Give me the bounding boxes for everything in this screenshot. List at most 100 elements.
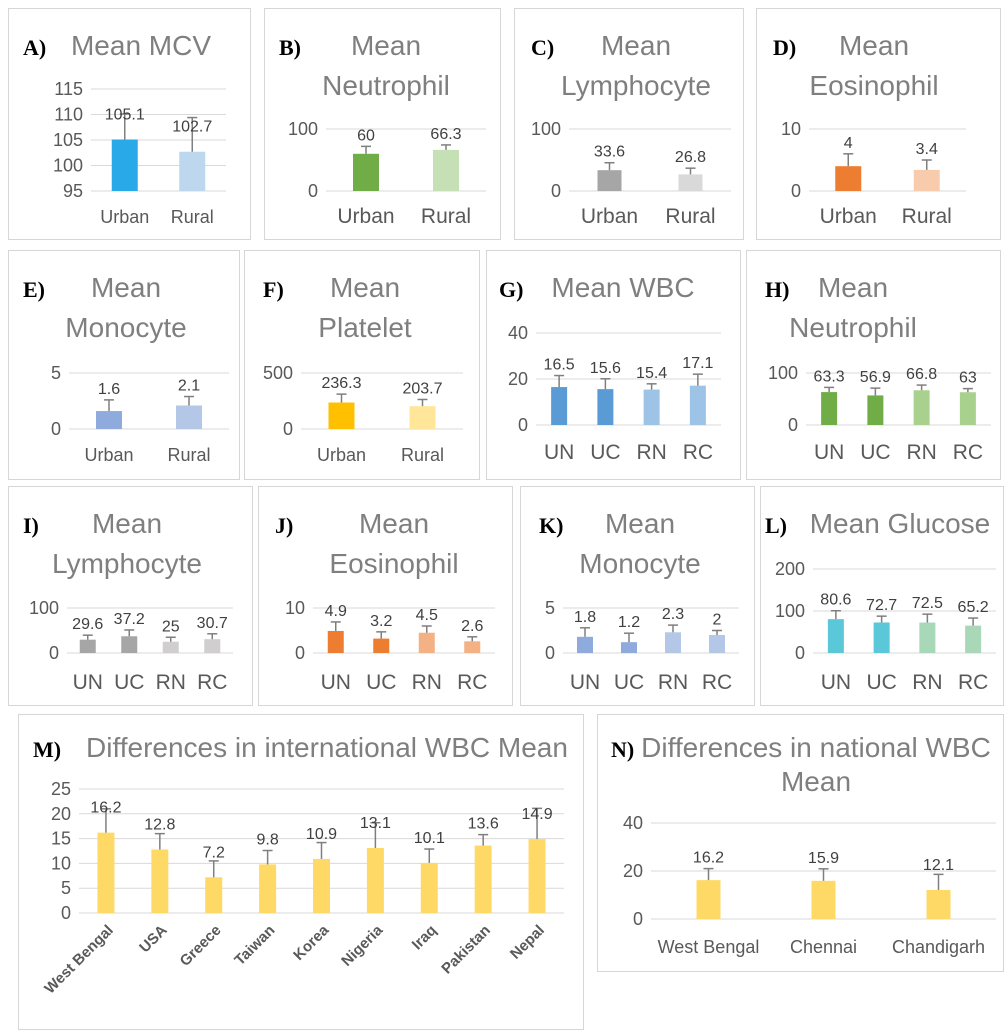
- y-tick-label: 25: [51, 779, 71, 799]
- panel-letter: F): [263, 277, 284, 302]
- x-tick-label: UC: [590, 441, 620, 464]
- data-label: 15.6: [590, 360, 621, 377]
- x-tick-label: UC: [366, 671, 396, 694]
- y-tick-label: 115: [54, 79, 83, 99]
- chart-svg-a: A) Mean MCV 95 100 105 110 115 105.1 Urban 102.7 R…: [23, 30, 226, 227]
- y-tick-label: 10: [51, 853, 71, 873]
- bar: [926, 889, 951, 919]
- data-label: 3.4: [916, 141, 938, 158]
- x-tick-label: UC: [860, 441, 890, 464]
- x-tick-label: Rural: [171, 207, 214, 227]
- x-tick-label: RN: [912, 671, 942, 694]
- x-tick-label: UC: [866, 671, 896, 694]
- chart-panel-f: F) Mean Platelet 0 500 236.3 Urban 203.7 Rural: [244, 250, 480, 480]
- y-tick-label: 0: [788, 415, 798, 435]
- bar: [678, 174, 703, 191]
- bar: [597, 389, 614, 425]
- chart-title: Mean Glucose: [810, 508, 991, 539]
- data-label: 30.7: [197, 615, 228, 632]
- y-tick-label: 15: [51, 829, 71, 849]
- chart-panel-n: N) Differences in national WBC Mean 0 20 40 16…: [597, 714, 1004, 972]
- data-label: 29.6: [72, 616, 103, 633]
- x-tick-label: West Bengal: [41, 922, 116, 997]
- data-label: 15.9: [808, 850, 839, 867]
- x-tick-label: Pakistan: [438, 922, 494, 978]
- bar: [121, 636, 138, 653]
- bar: [835, 166, 862, 191]
- data-label: 66.3: [430, 126, 461, 143]
- chart-panel-h: H) Mean Neutrophil 0 100 63.3 UN 56.9 UC 66.8 RN 63…: [746, 250, 1001, 480]
- bar: [433, 149, 459, 191]
- x-tick-label: USA: [136, 922, 171, 957]
- panel-letter: C): [531, 35, 554, 60]
- x-tick-label: Rural: [167, 445, 210, 465]
- x-tick-label: Rural: [902, 205, 952, 228]
- chart-title: Neutrophil: [322, 70, 450, 101]
- panel-letter: G): [499, 277, 523, 302]
- y-tick-label: 20: [51, 804, 71, 824]
- chart-title: Monocyte: [579, 548, 700, 579]
- data-label: 66.8: [906, 366, 937, 383]
- x-tick-label: Greece: [177, 922, 225, 970]
- x-tick-label: RN: [906, 441, 936, 464]
- bar: [577, 636, 593, 653]
- data-label: 10.9: [306, 826, 337, 843]
- chart-panel-d: D) Mean Eosinophil 0 10 4 Urban 3.4 Rural: [756, 8, 1001, 240]
- chart-svg-c: C) Mean Lymphocyte 0 100 33.6 Urban 26.8 Rural: [531, 30, 731, 228]
- data-label: 13.6: [468, 816, 499, 833]
- bar: [919, 622, 936, 653]
- y-tick-label: 10: [285, 598, 305, 618]
- bar: [696, 880, 721, 919]
- chart-panel-i: I) Mean Lymphocyte 0 100 29.6 UN 37.2 UC 25 RN 30.7…: [8, 486, 253, 706]
- bar: [176, 405, 202, 429]
- chart-title: Differences in international WBC Mean: [86, 732, 568, 763]
- y-tick-label: 500: [263, 363, 293, 383]
- bar: [913, 390, 930, 425]
- y-tick-label: 0: [545, 643, 555, 663]
- y-tick-label: 0: [308, 181, 318, 201]
- x-tick-label: Chennai: [790, 937, 857, 957]
- panel-letter: B): [279, 35, 301, 60]
- chart-title: Eosinophil: [809, 70, 938, 101]
- bar: [162, 641, 179, 653]
- chart-svg-l: L) Mean Glucose 0 100 200 80.6 UN 72.7 UC 72.5 RN 6…: [765, 508, 996, 694]
- chart-title: Mean WBC: [551, 272, 694, 303]
- data-label: 203.7: [402, 380, 442, 397]
- data-label: 1.8: [574, 609, 596, 626]
- bar: [665, 632, 681, 653]
- chart-title: Mean: [92, 508, 162, 539]
- data-label: 14.9: [521, 806, 552, 823]
- data-label: 16.2: [90, 800, 121, 817]
- y-tick-label: 95: [63, 181, 83, 201]
- bar: [151, 849, 169, 913]
- x-tick-label: Urban: [820, 205, 877, 228]
- chart-title: Monocyte: [65, 312, 186, 343]
- panel-letter: E): [23, 277, 45, 302]
- data-label: 236.3: [321, 375, 361, 392]
- data-label: 4.5: [416, 607, 438, 624]
- panel-letter: I): [23, 513, 39, 538]
- bar: [79, 639, 96, 653]
- chart-svg-j: J) Mean Eosinophil 0 10 4.9 UN 3.2 UC 4.5 RN 2.6 RC: [275, 508, 495, 694]
- bar: [959, 392, 976, 425]
- chart-title: Differences in national WBC: [641, 732, 991, 763]
- y-tick-label: 40: [508, 323, 528, 343]
- bar: [259, 864, 277, 913]
- bar: [464, 641, 481, 653]
- x-tick-label: RC: [702, 671, 732, 694]
- bar: [965, 625, 982, 653]
- bar: [873, 622, 890, 653]
- y-tick-label: 110: [54, 105, 83, 125]
- bar: [409, 406, 436, 429]
- y-tick-label: 0: [283, 419, 293, 439]
- x-tick-label: RN: [412, 671, 442, 694]
- data-label: 1.2: [618, 614, 640, 631]
- bar: [621, 642, 637, 653]
- bar: [327, 630, 344, 653]
- data-label: 26.8: [675, 149, 706, 166]
- y-tick-label: 5: [545, 598, 555, 618]
- data-label: 60: [357, 127, 375, 144]
- y-tick-label: 5: [51, 363, 61, 383]
- bar: [366, 848, 384, 913]
- data-label: 7.2: [203, 844, 225, 861]
